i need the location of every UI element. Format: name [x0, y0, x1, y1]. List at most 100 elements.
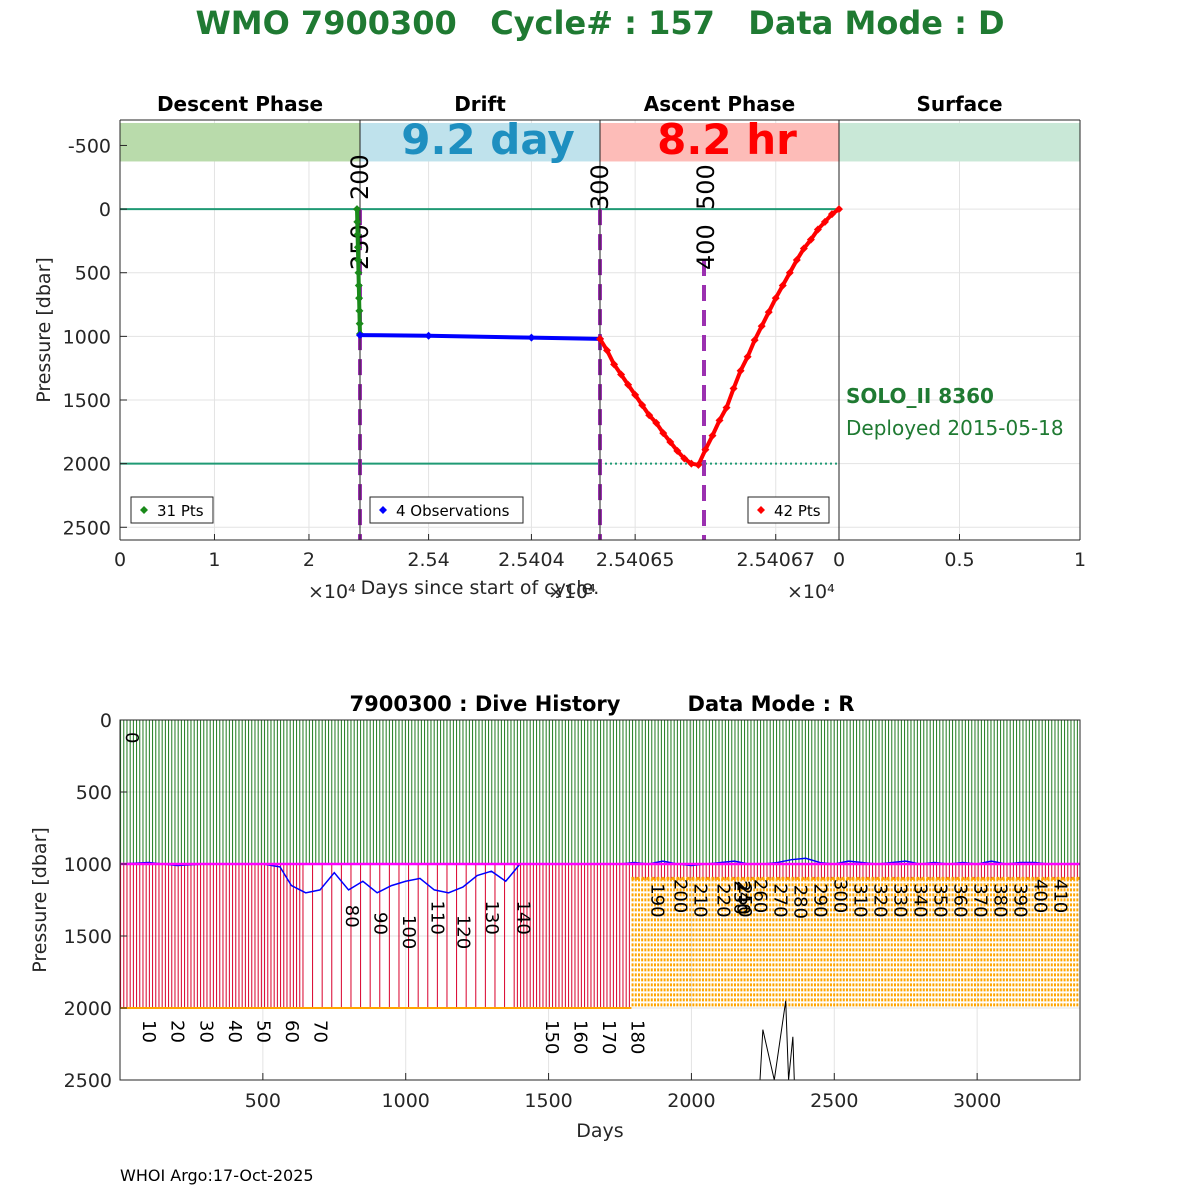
data-point [743, 352, 752, 361]
cycle-label: 100 [398, 915, 419, 949]
cycle-label: 370 [970, 883, 991, 917]
cycle-label: 50 [252, 1020, 273, 1043]
data-point [820, 217, 829, 226]
x-tick-label: 1 [1074, 549, 1086, 571]
data-point [354, 281, 363, 290]
cycle-label: 210 [690, 883, 711, 917]
marker-label: 400 [692, 224, 720, 270]
legend-label: 4 Observations [396, 502, 510, 520]
data-point [729, 384, 738, 393]
data-point [764, 308, 773, 317]
cycle-label: 170 [598, 1020, 619, 1054]
data-point [785, 268, 794, 277]
data-point [813, 225, 822, 234]
cycle-label: 410 [1050, 879, 1071, 913]
data-point [617, 370, 626, 379]
x-tick-label: 0.5 [944, 549, 974, 571]
data-point [645, 411, 654, 420]
phase-title: Ascent Phase [644, 92, 795, 116]
cycle-label: 200 [670, 879, 691, 913]
dive-history-title: 7900300 : Dive History [350, 692, 621, 716]
data-point [355, 319, 364, 328]
y-tick-label: 2500 [64, 1070, 112, 1092]
float-type-label: SOLO_II 8360 [846, 384, 994, 408]
legend-marker [757, 506, 765, 514]
series-line [359, 333, 601, 341]
cycle-label: 340 [910, 883, 931, 917]
cycle-label: 250 [734, 883, 755, 917]
anomaly-trace [759, 1000, 795, 1081]
x-tick-label: 1 [208, 549, 220, 571]
y-tick-label: 2000 [63, 454, 111, 476]
x-tick-label: 2.54065 [596, 549, 675, 571]
y-tick-label: 1000 [63, 326, 111, 348]
x-exponent-label: ×10⁴ [308, 581, 356, 603]
y-tick-label: 500 [76, 782, 112, 804]
page-title: WMO 7900300 Cycle# : 157 Data Mode : D [195, 4, 1005, 42]
data-point [631, 390, 640, 399]
y-tick-label: 0 [99, 199, 111, 221]
data-point [673, 446, 682, 455]
legend-marker [379, 506, 387, 514]
data-point [806, 235, 815, 244]
cycle-label: 240 [732, 880, 753, 914]
cycle-label: 0 [121, 732, 142, 743]
x-axis-label: Days since start of cycle. [361, 577, 600, 599]
y-axis-label: Pressure [dbar] [33, 257, 55, 403]
x-exponent-label: ×10⁴ [787, 581, 835, 603]
data-point [708, 431, 717, 440]
y-tick-label: 0 [100, 710, 112, 732]
data-point [354, 256, 363, 264]
phase-band [600, 123, 839, 162]
y-tick-label: 2500 [63, 517, 111, 539]
x-tick-label: 1500 [524, 1090, 572, 1112]
cycle-label: 320 [870, 883, 891, 917]
data-point [353, 230, 362, 239]
data-point [835, 205, 843, 214]
data-point [624, 380, 633, 389]
legend-box [369, 496, 524, 524]
marker-label: 500 [692, 164, 720, 210]
data-point [771, 294, 780, 303]
data-point [353, 243, 362, 252]
data-point [424, 331, 433, 340]
x-tick-label: 1000 [382, 1090, 430, 1112]
ascent-duration: 8.2 hr [657, 115, 797, 164]
drift-duration: 9.2 day [401, 115, 575, 164]
y-tick-label: 1500 [63, 390, 111, 412]
data-point [610, 360, 619, 369]
cycle-label: 360 [950, 883, 971, 917]
y-axis-label: Pressure [dbar] [29, 827, 51, 973]
data-point [603, 346, 612, 355]
phase-band [360, 123, 600, 162]
data-point [666, 438, 675, 446]
data-point [750, 336, 759, 345]
cycle-label: 380 [990, 883, 1011, 917]
x-tick-label: 2 [303, 549, 315, 571]
deployed-label: Deployed 2015-05-18 [846, 416, 1064, 440]
marker-label: 200 [346, 154, 374, 200]
legend-label: 31 Pts [157, 502, 204, 520]
data-point [680, 454, 689, 463]
x-exponent-label: ×10⁴ [548, 581, 596, 603]
cycle-label: 80 [341, 905, 362, 928]
cycle-label: 300 [830, 879, 851, 913]
x-tick-label: 0 [114, 549, 126, 571]
dive-history-plot: 0 10 20 30 40 50 60 70 80 90 100 110 120 130 140 150 160… [29, 692, 1081, 1142]
data-point [356, 331, 364, 340]
x-tick-label: 2.5404 [498, 549, 564, 571]
cycle-label: 270 [770, 883, 791, 917]
marker-label: 300 [586, 164, 614, 210]
legend-marker [140, 506, 148, 514]
y-tick-label: -500 [68, 135, 111, 157]
data-point [687, 459, 696, 468]
data-point [715, 416, 724, 425]
data-point [353, 205, 361, 214]
cycle-label: 10 [138, 1020, 159, 1043]
cycle-label: 400 [1030, 879, 1051, 913]
dive-history-data-mode: Data Mode : R [688, 692, 855, 716]
panel-background [600, 120, 839, 540]
cycle-label: 390 [1010, 883, 1031, 917]
data-point [792, 256, 801, 264]
